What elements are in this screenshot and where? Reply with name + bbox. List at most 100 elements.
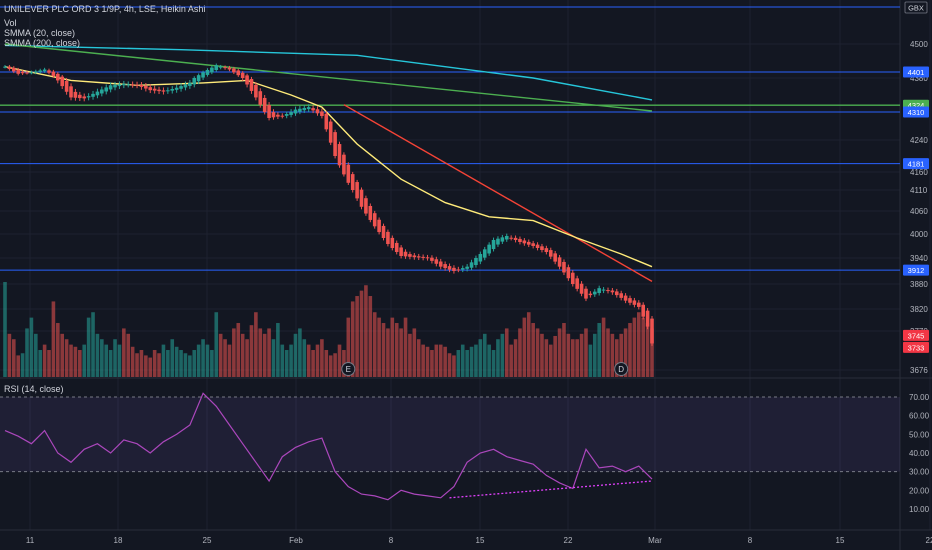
- candle-body: [293, 109, 298, 114]
- volume-bar: [562, 323, 566, 377]
- candle-body: [139, 84, 144, 87]
- candle-body: [320, 111, 324, 116]
- volume-bar: [161, 344, 166, 377]
- candle-body: [610, 290, 615, 293]
- candle-body: [34, 71, 38, 73]
- volume-bar: [337, 344, 342, 377]
- volume-bar: [570, 339, 575, 377]
- date-tick-label: 25: [203, 536, 212, 545]
- candle-body: [540, 246, 544, 250]
- volume-bar: [408, 333, 412, 377]
- candle-body: [42, 69, 47, 72]
- candle-body: [645, 310, 650, 327]
- candle-body: [38, 70, 43, 72]
- volume-bar: [438, 344, 443, 377]
- candle-body: [117, 84, 122, 87]
- rsi-tick-label: 40.00: [909, 449, 930, 458]
- volume-bar: [478, 339, 483, 377]
- candle-body: [381, 225, 386, 238]
- volume-bar: [518, 328, 522, 377]
- candle-body: [500, 237, 505, 242]
- volume-bar: [579, 333, 584, 377]
- volume-bar: [650, 328, 654, 377]
- legend-volume: Vol: [4, 18, 17, 28]
- candle-body: [104, 87, 109, 92]
- volume-bar: [117, 344, 122, 377]
- candle-body: [632, 300, 637, 305]
- price-tick-label: 4000: [910, 230, 928, 239]
- candle-body: [482, 249, 487, 258]
- volume-bar: [82, 344, 87, 377]
- volume-bar: [108, 350, 113, 377]
- legend-smma20: SMMA (20, close): [4, 28, 76, 38]
- candle-body: [298, 108, 302, 112]
- volume-bar: [205, 344, 210, 377]
- volume-bar: [606, 328, 610, 377]
- candle-body: [144, 85, 148, 89]
- volume-bar: [553, 335, 557, 377]
- candle-body: [350, 174, 355, 190]
- candle-body: [170, 89, 175, 91]
- candle-body: [271, 112, 276, 118]
- volume-bar: [610, 333, 615, 377]
- candle-body: [452, 267, 456, 271]
- candle-body: [179, 86, 183, 89]
- volume-bar: [135, 353, 139, 377]
- event-marker-circle: [614, 362, 629, 376]
- volume-bar: [601, 317, 606, 377]
- candle-body: [421, 256, 425, 258]
- candle-body: [518, 238, 522, 242]
- candle-body: [641, 304, 645, 317]
- candle-body: [245, 75, 249, 85]
- candle-body: [548, 250, 553, 257]
- volume-bar: [359, 290, 364, 377]
- candle-body: [412, 255, 417, 258]
- volume-bar: [183, 353, 188, 377]
- candle-body: [267, 104, 271, 118]
- volume-bar: [56, 323, 60, 377]
- candle-body: [372, 213, 377, 227]
- candle-body: [3, 66, 7, 68]
- volume-bar: [78, 350, 82, 377]
- volume-bar: [390, 317, 395, 377]
- candle-body: [47, 70, 51, 73]
- volume-bar: [430, 350, 434, 377]
- price-badge-label: 3733: [908, 343, 925, 352]
- volume-bar: [320, 339, 324, 377]
- volume-bar: [526, 312, 531, 377]
- rsi-tick-label: 70.00: [909, 393, 930, 402]
- volume-bar: [126, 333, 131, 377]
- volume-bar: [412, 328, 417, 377]
- candle-body: [636, 302, 641, 307]
- candle-body: [592, 291, 597, 295]
- candle-body: [157, 89, 161, 92]
- candle-body: [280, 115, 285, 117]
- volume-bar: [597, 323, 601, 377]
- date-tick-label: 22: [926, 536, 932, 545]
- candle-body: [25, 72, 29, 74]
- volume-bar: [447, 353, 452, 377]
- candle-body: [7, 66, 12, 70]
- candle-body: [95, 91, 100, 96]
- candle-body: [650, 318, 654, 344]
- volume-bar: [324, 350, 329, 377]
- volume-bar: [86, 317, 91, 377]
- volume-bar: [623, 328, 628, 377]
- candle-body: [443, 264, 447, 269]
- price-badge-label: 4181: [908, 160, 925, 169]
- volume-bar: [113, 339, 117, 377]
- volume-bar: [592, 333, 597, 377]
- candle-body: [513, 237, 518, 240]
- volume-bar: [491, 350, 496, 377]
- volume-bar: [152, 350, 157, 377]
- moving-averages: [4, 43, 653, 283]
- candle-body: [258, 91, 263, 105]
- candle-body: [302, 107, 307, 111]
- volume-bar: [210, 350, 214, 377]
- volume-bar: [474, 344, 478, 377]
- volume-bar: [280, 344, 285, 377]
- candle-body: [491, 240, 496, 250]
